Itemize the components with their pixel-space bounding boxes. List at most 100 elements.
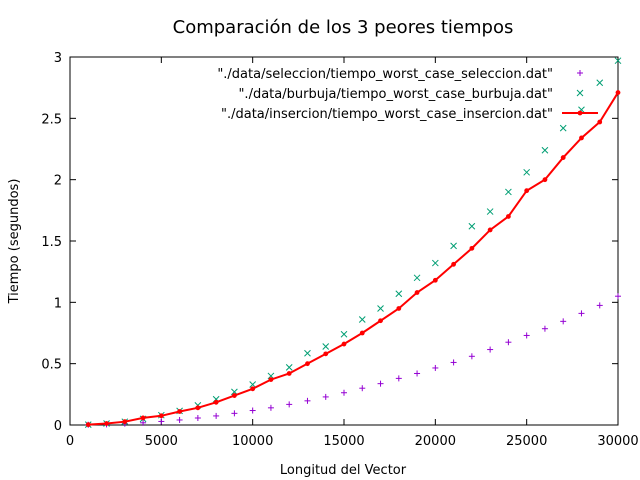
y-tick-label: 1	[54, 296, 62, 311]
data-point-plus	[359, 385, 366, 392]
data-point-cross	[413, 274, 421, 282]
data-point-cross	[322, 343, 330, 350]
x-tick-label: 30000	[597, 434, 638, 449]
x-axis-label: Longitud del Vector	[280, 463, 407, 478]
data-point-cross	[486, 208, 494, 215]
data-point-plus	[578, 310, 585, 317]
data-point-dot	[122, 419, 128, 425]
data-point-cross	[468, 222, 476, 230]
legend: "./data/seleccion/tiempo_worst_case_sele…	[217, 67, 598, 122]
data-point-dot	[195, 405, 201, 411]
data-point-plus	[596, 302, 603, 309]
data-point-dot	[451, 261, 456, 267]
x-tick-label: 10000	[232, 434, 273, 449]
data-point-cross	[596, 79, 604, 87]
y-tick-label: 2	[54, 174, 62, 189]
data-point-dot	[524, 188, 530, 194]
data-point-plus	[140, 419, 147, 426]
data-point-plus	[267, 404, 274, 411]
data-point-cross	[431, 259, 439, 267]
data-point-plus	[231, 410, 238, 417]
legend-label: "./data/burbuja/tiempo_worst_case_burbuj…	[238, 87, 553, 102]
data-point-dot	[597, 119, 603, 125]
legend-label: "./data/insercion/tiempo_worst_case_inse…	[221, 107, 553, 122]
y-axis-label: Tiempo (segundos)	[7, 179, 22, 305]
x-tick-label: 5000	[145, 434, 178, 449]
data-point-plus	[213, 412, 220, 419]
data-point-plus	[322, 393, 329, 400]
y-tick-label: 0	[54, 419, 62, 434]
data-point-dot	[104, 421, 109, 426]
data-point-cross	[377, 305, 384, 312]
y-tick-label: 1.5	[41, 235, 62, 250]
data-point-plus	[176, 416, 183, 423]
data-point-cross	[395, 290, 403, 298]
y-tick-label: 2.5	[41, 112, 62, 127]
data-point-dot	[323, 351, 329, 357]
y-tick-label: 3	[54, 51, 62, 66]
data-point-plus	[468, 353, 475, 360]
data-point-plus	[523, 332, 530, 339]
data-point-cross	[304, 349, 311, 357]
data-point-plus	[577, 70, 583, 76]
x-tick-label: 15000	[323, 434, 364, 449]
data-point-dot	[359, 330, 365, 336]
legend-entry: "./data/burbuja/tiempo_worst_case_burbuj…	[238, 87, 584, 102]
series-1	[85, 293, 621, 428]
data-point-dot	[378, 318, 383, 324]
plot-area	[84, 57, 622, 428]
data-point-plus	[450, 359, 457, 366]
data-point-cross	[614, 57, 622, 65]
legend-label: "./data/seleccion/tiempo_worst_case_sele…	[217, 67, 553, 82]
data-point-dot	[432, 277, 438, 283]
data-point-plus	[286, 401, 293, 408]
legend-entry: "./data/seleccion/tiempo_worst_case_sele…	[217, 67, 583, 82]
series-3	[85, 90, 621, 428]
data-point-cross	[523, 168, 531, 176]
data-point-dot	[542, 177, 548, 183]
x-tick-label: 0	[66, 434, 74, 449]
x-tick-label: 25000	[506, 434, 547, 449]
data-point-plus	[541, 325, 548, 332]
data-point-plus	[432, 364, 439, 371]
data-point-cross	[576, 89, 584, 97]
data-point-plus	[158, 418, 165, 425]
axis-ticks: 0 5000 10000 15000 20000 25000 30000 0 0.5 1 1.5 2 2…	[41, 51, 638, 449]
chart-title: Comparación de los 3 peores tiempos	[173, 17, 514, 38]
data-point-dot	[469, 245, 475, 251]
data-point-dot	[305, 361, 310, 367]
data-point-dot	[158, 413, 164, 419]
data-point-plus	[194, 415, 201, 422]
data-point-cross	[505, 188, 512, 196]
data-point-plus	[560, 318, 567, 325]
data-point-cross	[358, 316, 366, 323]
data-point-plus	[395, 375, 402, 382]
data-point-dot	[487, 227, 493, 233]
data-point-dot	[177, 409, 183, 414]
data-point-plus	[249, 407, 256, 414]
data-point-cross	[541, 146, 549, 154]
data-point-cross	[559, 124, 567, 132]
data-point-plus	[304, 397, 311, 404]
data-point-dot	[579, 135, 584, 141]
data-point-dot	[213, 399, 219, 405]
data-point-dot	[140, 415, 146, 421]
data-point-plus	[414, 370, 421, 377]
data-point-dot	[615, 90, 621, 95]
data-point-plus	[377, 380, 384, 387]
data-point-cross	[285, 363, 293, 371]
data-point-dot	[250, 386, 256, 392]
data-point-dot	[341, 341, 347, 347]
data-point-dot	[577, 110, 583, 116]
data-point-dot	[414, 290, 420, 295]
data-point-dot	[506, 214, 511, 219]
legend-entry: "./data/insercion/tiempo_worst_case_inse…	[221, 107, 598, 122]
data-point-dot	[268, 377, 274, 383]
data-point-dot	[396, 306, 402, 311]
data-point-dot	[85, 422, 91, 428]
x-tick-label: 20000	[415, 434, 456, 449]
y-tick-label: 0.5	[41, 358, 62, 373]
data-point-cross	[450, 242, 457, 250]
data-point-dot	[560, 155, 566, 160]
